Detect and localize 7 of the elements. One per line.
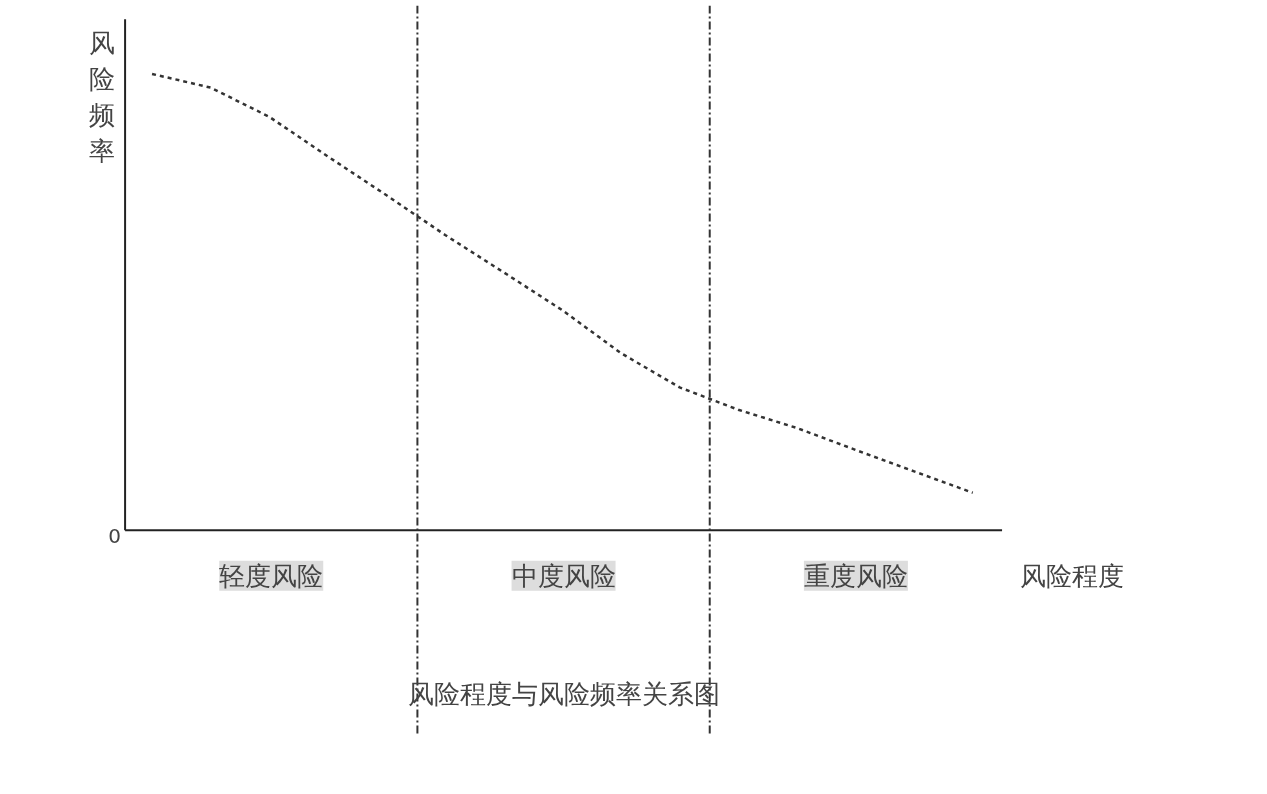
x-axis-title: 风险程度: [1019, 560, 1124, 591]
text: 风险程度与风险频率关系图: [407, 679, 720, 710]
text: 0: [108, 524, 122, 549]
text: 轻度风险: [219, 560, 324, 591]
text: 中度风险: [511, 560, 616, 591]
text: 重度风险: [803, 560, 908, 591]
y-axis-title: 风险频率: [88, 28, 115, 167]
